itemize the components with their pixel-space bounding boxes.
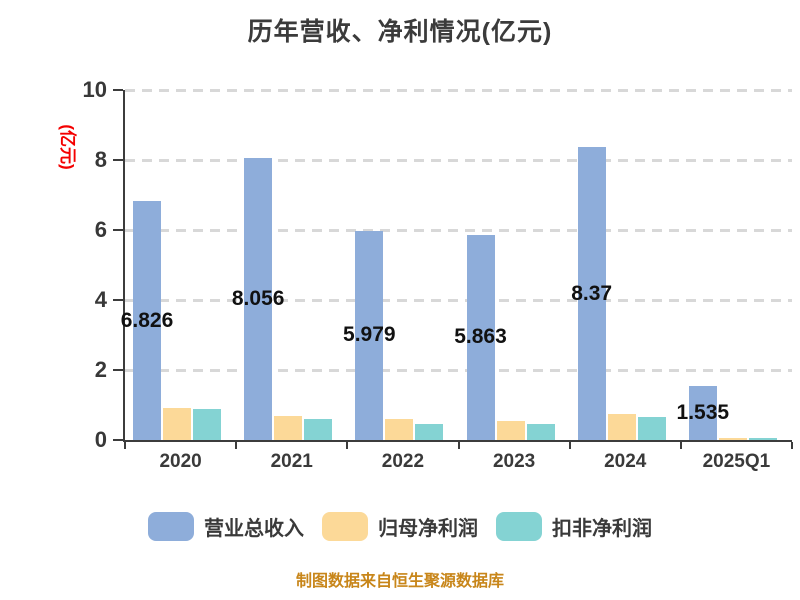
- bar-total-revenue-2025Q1: [688, 386, 717, 440]
- y-tick-label-8: 8: [94, 147, 107, 172]
- value-label-2020: 6.826: [120, 308, 174, 332]
- bar-total-revenue-2024: [577, 147, 606, 440]
- y-tick-mark-6: [113, 229, 123, 231]
- legend: 营业总收入 归母净利润 扣非净利润: [0, 512, 800, 541]
- legend-item-deducted-net-profit: 扣非净利润: [496, 512, 652, 541]
- legend-swatch-net-profit: [322, 512, 368, 541]
- bar-net-profit-2023: [496, 421, 525, 440]
- bar-total-revenue-2020: [133, 201, 161, 440]
- gridline-y2: [125, 368, 792, 372]
- legend-item-total-revenue: 营业总收入: [148, 512, 304, 541]
- x-axis-label-2024: 2024: [604, 451, 647, 472]
- y-tick-mark-8: [113, 159, 123, 161]
- value-label-2024: 8.37: [571, 281, 613, 305]
- x-tick-mark-0: [124, 442, 126, 449]
- bar-total-revenue-2023: [466, 234, 495, 440]
- value-label-2025Q1: 1.535: [676, 401, 730, 425]
- bar-deducted-net-profit-2021: [304, 419, 333, 440]
- gridline-y4: [125, 298, 792, 302]
- x-tick-mark-2: [346, 442, 349, 449]
- y-tick-mark-0: [113, 439, 123, 441]
- bar-net-profit-2020: [163, 407, 191, 440]
- legend-item-net-profit: 归母净利润: [322, 512, 478, 541]
- bar-net-profit-2021: [274, 415, 303, 440]
- y-tick-label-10: 10: [82, 77, 107, 102]
- bar-deducted-net-profit-2023: [526, 423, 555, 440]
- x-axis-label-2025Q1: 2025Q1: [702, 451, 771, 472]
- chart-title: 历年营收、净利情况(亿元): [247, 18, 553, 46]
- bar-deducted-net-profit-2025Q1: [748, 438, 777, 440]
- plot-area: 0 2 4 6 8 10 6.826 8.056 5.979 5.863 8.37 1.535 2020…: [83, 78, 793, 472]
- legend-swatch-deducted-net-profit: [496, 512, 542, 541]
- bar-net-profit-2024: [607, 414, 636, 440]
- bar-total-revenue-2021: [244, 158, 273, 440]
- value-label-2023: 5.863: [454, 325, 507, 349]
- bar-deducted-net-profit-2024: [637, 416, 666, 440]
- bar-deducted-net-profit-2020: [193, 409, 221, 440]
- bar-net-profit-2022: [385, 419, 414, 440]
- gridline-y10: [125, 88, 792, 92]
- bar-deducted-net-profit-2022: [415, 423, 444, 440]
- x-tick-mark-3: [457, 442, 460, 449]
- bar-total-revenue-2022: [355, 230, 384, 440]
- legend-label-total-revenue: 营业总收入: [204, 518, 304, 540]
- y-tick-mark-10: [113, 89, 123, 91]
- x-axis-label-2023: 2023: [492, 451, 536, 472]
- y-tick-label-4: 4: [94, 287, 107, 312]
- gridline-y6: [125, 228, 792, 232]
- value-label-2022: 5.979: [343, 323, 396, 347]
- gridline-y8: [125, 158, 792, 162]
- legend-label-net-profit: 归母净利润: [378, 518, 478, 540]
- x-axis-label-2020: 2020: [159, 451, 202, 472]
- x-tick-mark-5: [679, 442, 682, 449]
- y-tick-label-2: 2: [94, 357, 107, 382]
- x-tick-mark-1: [235, 442, 238, 449]
- y-tick-label-0: 0: [94, 427, 107, 452]
- x-axis-label-2022: 2022: [381, 451, 425, 472]
- x-tick-mark-4: [568, 442, 571, 449]
- data-source-note: 制图数据来自恒生聚源数据库: [295, 573, 504, 590]
- x-axis-label-2021: 2021: [270, 451, 313, 472]
- x-tick-mark-6: [791, 442, 793, 449]
- y-tick-mark-2: [113, 369, 123, 371]
- bar-net-profit-2025Q1: [718, 437, 747, 440]
- value-label-2021: 8.056: [231, 287, 285, 311]
- legend-swatch-total-revenue: [148, 512, 194, 541]
- legend-label-deducted-net-profit: 扣非净利润: [552, 518, 652, 540]
- y-tick-label-6: 6: [94, 217, 107, 242]
- y-tick-mark-4: [113, 299, 123, 301]
